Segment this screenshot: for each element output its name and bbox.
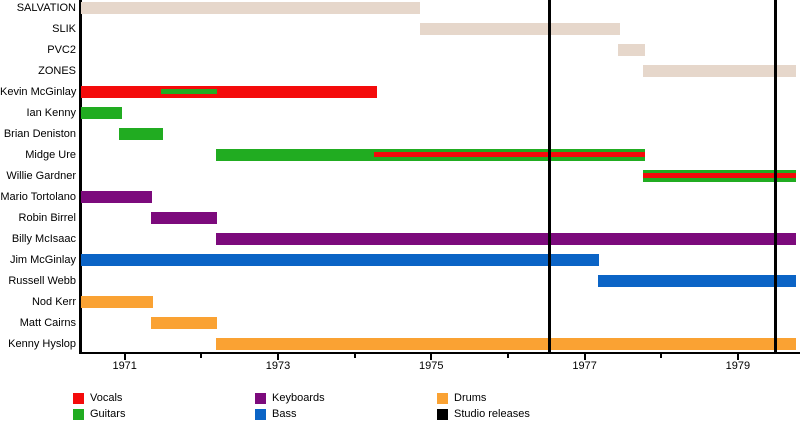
x-tick: [660, 354, 663, 358]
legend-label: Studio releases: [454, 408, 530, 420]
x-tick: [506, 354, 509, 358]
legend-item: Keyboards: [255, 390, 437, 406]
timeline-bar: [81, 190, 152, 203]
row-label: PVC2: [47, 43, 76, 56]
x-tick: [583, 354, 586, 360]
legend-item: Guitars: [73, 406, 255, 422]
bar-stripe: [373, 152, 646, 157]
x-tick: [430, 354, 433, 360]
x-axis-line: [79, 352, 800, 354]
timeline-bar: [215, 232, 797, 245]
row-label: Russell Webb: [8, 274, 76, 287]
timeline-bar: [81, 106, 122, 119]
row-label: Billy McIsaac: [11, 232, 76, 245]
row-label: Jim McGinlay: [9, 253, 76, 266]
x-tick: [123, 354, 126, 360]
x-tick: [353, 354, 356, 358]
timeline-bar: [215, 337, 797, 350]
bar-stripe: [642, 173, 797, 178]
row-label: Kenny Hyslop: [8, 337, 76, 350]
row-label: Ian Kenny: [26, 106, 76, 119]
row-label: SALVATION: [16, 1, 76, 14]
timeline-bar: [618, 43, 646, 56]
legend-swatch: [73, 408, 84, 420]
timeline-bar: [81, 1, 420, 14]
legend-label: Keyboards: [272, 392, 325, 404]
timeline-bar: [81, 253, 600, 266]
row-label: Nod Kerr: [31, 295, 76, 308]
legend-label: Bass: [272, 408, 297, 420]
timeline-bar: [150, 316, 217, 329]
timeline-bar: [150, 211, 217, 224]
legend-label: Drums: [454, 392, 487, 404]
legend: Vocals Guitars Keyboards Bass Drums Studio re…: [73, 390, 619, 422]
studio-release-line: [547, 0, 551, 353]
legend-item: Studio releases: [437, 406, 619, 422]
legend-item: Vocals: [73, 390, 255, 406]
legend-label: Guitars: [90, 408, 126, 420]
timeline-bar: [81, 85, 377, 98]
legend-swatch: [255, 408, 266, 420]
x-tick-label: 1977: [572, 360, 597, 372]
x-tick-label: 1975: [419, 360, 444, 372]
row-label: Kevin McGinlay: [0, 85, 77, 98]
y-axis-line: [79, 0, 82, 354]
timeline-bar: [419, 22, 620, 35]
timeline-bar: [598, 274, 797, 287]
legend-swatch: [73, 392, 84, 404]
legend-item: Drums: [437, 390, 619, 406]
legend-label: Vocals: [90, 392, 123, 404]
studio-release-line: [774, 0, 778, 353]
row-label: Robin Birrel: [18, 211, 76, 224]
x-tick-label: 1971: [112, 360, 137, 372]
x-tick-label: 1973: [265, 360, 291, 372]
legend-swatch: [437, 408, 448, 420]
row-label: Mario Tortolano: [0, 190, 76, 203]
legend-swatch: [437, 392, 448, 404]
row-label: Matt Cairns: [19, 316, 76, 329]
row-label: Midge Ure: [25, 148, 76, 161]
plot-area: 1971 1973 1975 1977 1979: [81, 0, 800, 372]
x-tick-label: 1979: [725, 360, 751, 372]
x-tick: [276, 354, 279, 360]
row-label: Brian Deniston: [3, 127, 76, 140]
legend-swatch: [255, 392, 266, 404]
row-label: SLIK: [52, 22, 76, 35]
bar-stripe: [161, 89, 217, 94]
row-label: ZONES: [38, 64, 76, 77]
x-tick: [200, 354, 203, 358]
timeline-bar: [215, 148, 646, 161]
timeline-bar: [642, 64, 797, 77]
x-tick: [736, 354, 739, 360]
row-label: Willie Gardner: [6, 169, 76, 182]
legend-item: Bass: [255, 406, 437, 422]
timeline-bar: [642, 169, 797, 182]
timeline-bar: [81, 295, 154, 308]
timeline-bar: [119, 127, 163, 140]
